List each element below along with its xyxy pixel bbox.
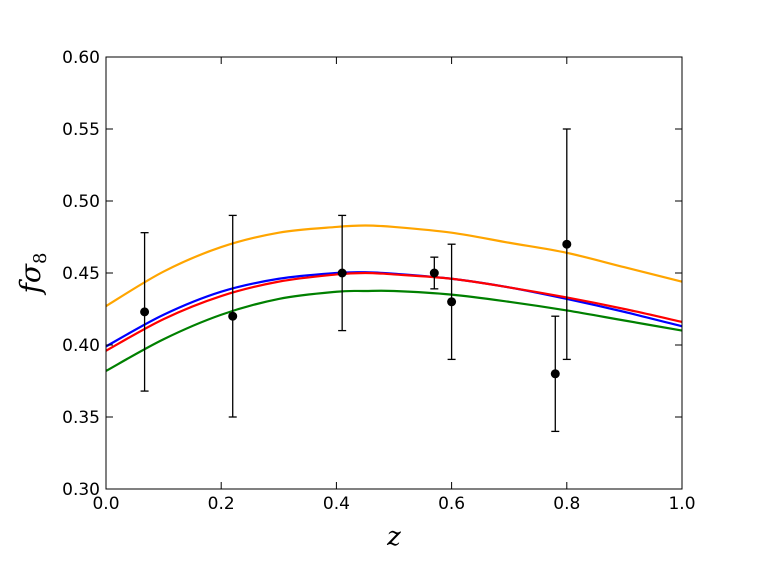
y-tick-label: 0.55 xyxy=(62,120,100,140)
x-tick-label: 0.2 xyxy=(208,494,235,514)
y-tick-label: 0.30 xyxy=(62,480,100,500)
y-tick-label: 0.45 xyxy=(62,264,100,284)
data-point xyxy=(550,369,560,379)
y-axis-label: fσ8 xyxy=(14,253,51,296)
curves-layer xyxy=(105,224,683,372)
data-point xyxy=(337,268,347,278)
y-tick-label: 0.60 xyxy=(62,48,100,68)
ticks-layer: 0.0 0.2 0.4 0.6 0.8 1.0 0.30 0.35 0.40 0.45 0.50 0.… xyxy=(62,48,695,514)
series-line-0 xyxy=(105,224,683,308)
svg-text:fσ8: fσ8 xyxy=(14,253,51,296)
data-point xyxy=(228,311,238,321)
data-point xyxy=(562,239,572,249)
data-point xyxy=(429,268,439,278)
x-tick-label: 0.8 xyxy=(553,494,580,514)
x-tick-label: 0.6 xyxy=(438,494,465,514)
series-line-2 xyxy=(105,271,683,352)
data-point xyxy=(140,307,150,317)
y-tick-label: 0.50 xyxy=(62,192,100,212)
y-tick-label: 0.40 xyxy=(62,336,100,356)
data-points-layer xyxy=(140,128,572,433)
x-axis-label: z xyxy=(386,522,401,552)
x-tick-label: 0.4 xyxy=(323,494,350,514)
series-line-3 xyxy=(105,289,683,372)
x-tick-label: 0.0 xyxy=(92,494,119,514)
data-point xyxy=(447,297,457,307)
series-line-1 xyxy=(105,271,683,348)
y-axis-label-subscript: 8 xyxy=(30,253,51,264)
y-tick-label: 0.35 xyxy=(62,408,100,428)
x-tick-label: 1.0 xyxy=(668,494,695,514)
y-axis-label-main: fσ xyxy=(14,263,47,295)
